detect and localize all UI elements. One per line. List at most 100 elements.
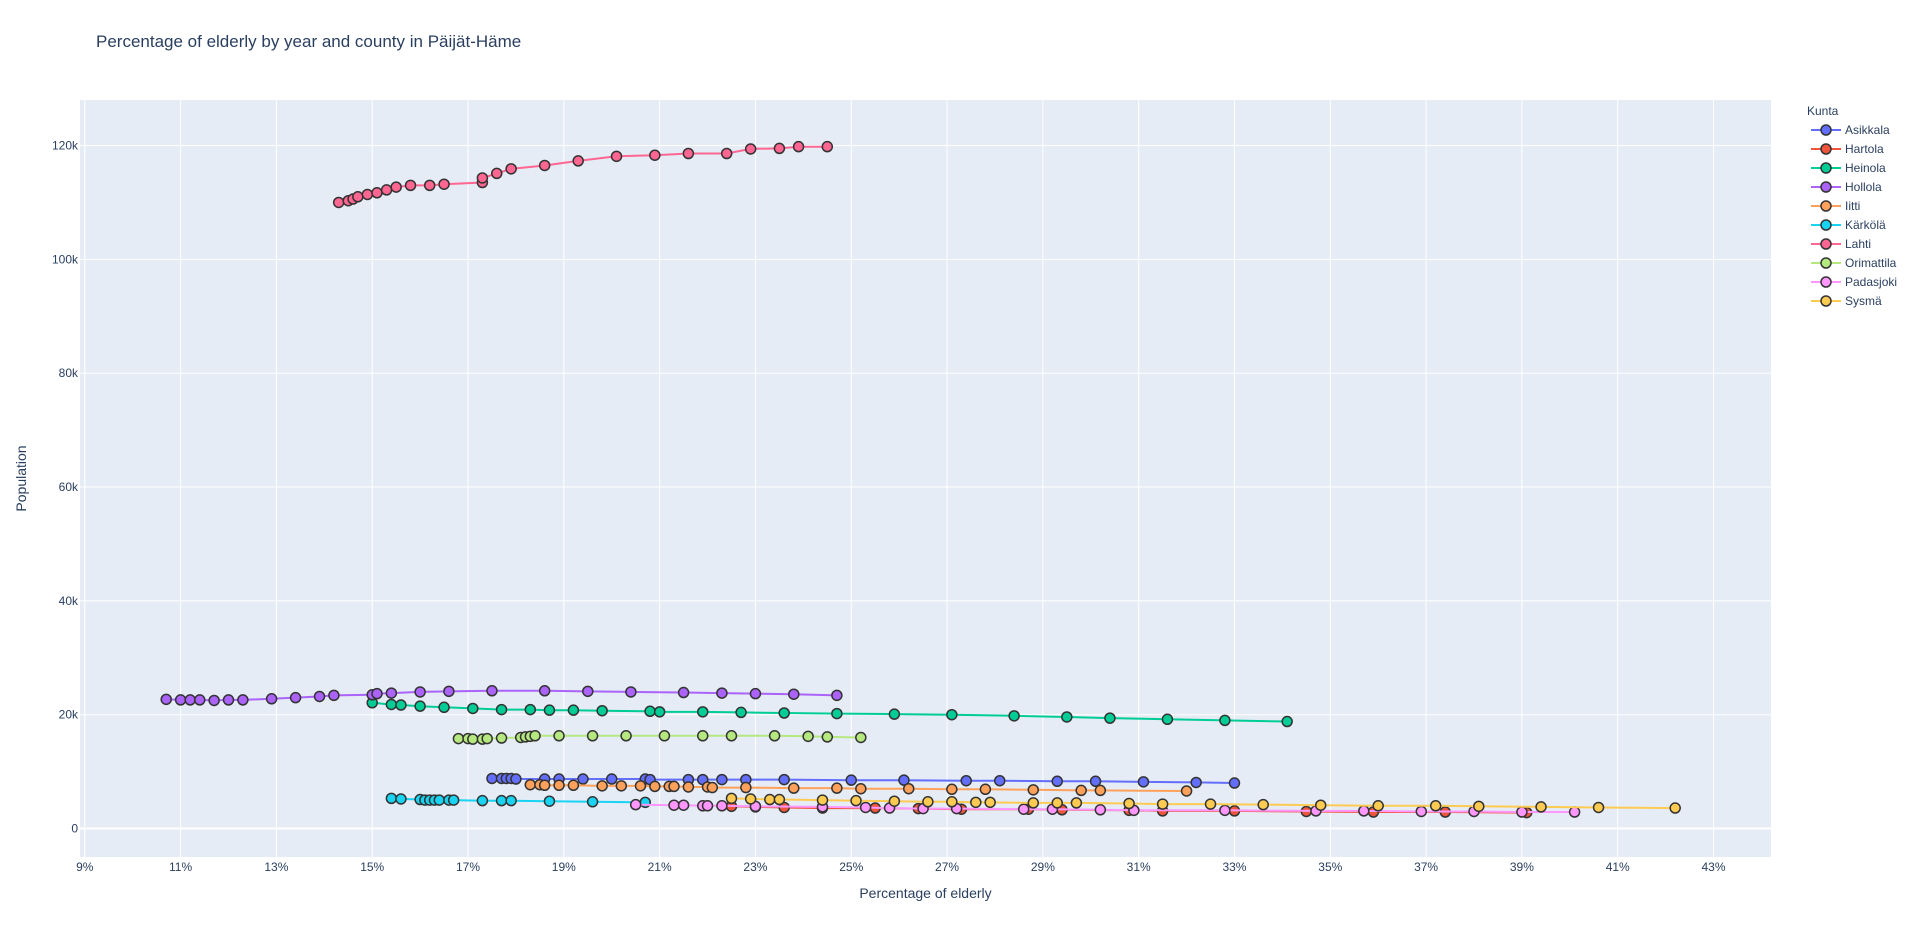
data-point[interactable] bbox=[764, 793, 776, 806]
data-point[interactable] bbox=[495, 703, 508, 716]
series-orimattila[interactable] bbox=[452, 730, 867, 745]
data-point[interactable] bbox=[481, 732, 493, 745]
data-point[interactable] bbox=[802, 730, 814, 743]
data-point[interactable] bbox=[505, 794, 517, 807]
legend-item-sysm-[interactable]: Sysmä bbox=[1811, 294, 1882, 308]
data-point[interactable] bbox=[582, 685, 594, 698]
data-point[interactable] bbox=[773, 142, 786, 155]
data-point[interactable] bbox=[788, 782, 800, 794]
data-point[interactable] bbox=[543, 704, 556, 716]
data-point[interactable] bbox=[677, 686, 690, 699]
series-layer[interactable] bbox=[160, 140, 1681, 819]
data-point[interactable] bbox=[720, 147, 733, 160]
data-point[interactable] bbox=[850, 794, 862, 807]
data-point[interactable] bbox=[831, 707, 843, 720]
data-point[interactable] bbox=[1137, 776, 1150, 788]
data-point[interactable] bbox=[1190, 776, 1202, 789]
data-point[interactable] bbox=[467, 733, 479, 745]
data-point[interactable] bbox=[510, 773, 522, 785]
series-hollola[interactable] bbox=[160, 685, 843, 707]
data-point[interactable] bbox=[160, 693, 172, 706]
data-point[interactable] bbox=[443, 685, 455, 698]
series-padasjoki[interactable] bbox=[629, 798, 1581, 818]
data-point[interactable] bbox=[385, 698, 398, 711]
data-point[interactable] bbox=[1008, 710, 1020, 722]
data-point[interactable] bbox=[1219, 804, 1231, 817]
legend-item-iitti[interactable]: Iitti bbox=[1811, 199, 1860, 213]
data-point[interactable] bbox=[596, 780, 608, 792]
data-point[interactable] bbox=[668, 799, 680, 811]
data-point[interactable] bbox=[538, 779, 551, 792]
data-point[interactable] bbox=[696, 706, 709, 718]
data-point[interactable] bbox=[960, 774, 972, 787]
data-point[interactable] bbox=[577, 773, 589, 785]
data-point[interactable] bbox=[821, 731, 834, 743]
data-point[interactable] bbox=[1516, 806, 1528, 818]
data-point[interactable] bbox=[553, 730, 565, 742]
data-point[interactable] bbox=[984, 796, 996, 809]
series-iitti[interactable] bbox=[524, 778, 1193, 797]
data-point[interactable] bbox=[1161, 713, 1174, 726]
data-point[interactable] bbox=[553, 779, 565, 792]
data-point[interactable] bbox=[1535, 801, 1547, 813]
data-point[interactable] bbox=[505, 163, 517, 175]
data-point[interactable] bbox=[476, 794, 489, 807]
data-point[interactable] bbox=[567, 704, 580, 716]
data-point[interactable] bbox=[1219, 714, 1231, 727]
data-point[interactable] bbox=[543, 795, 556, 807]
data-point[interactable] bbox=[682, 147, 695, 160]
data-point[interactable] bbox=[773, 793, 786, 806]
data-point[interactable] bbox=[735, 706, 747, 719]
legend-item-padasjoki[interactable]: Padasjoki bbox=[1811, 275, 1897, 289]
data-point[interactable] bbox=[639, 796, 652, 809]
data-point[interactable] bbox=[788, 688, 800, 700]
data-point[interactable] bbox=[677, 799, 690, 811]
data-point[interactable] bbox=[696, 730, 709, 742]
data-point[interactable] bbox=[740, 781, 752, 794]
data-point[interactable] bbox=[328, 689, 340, 702]
data-point[interactable] bbox=[855, 731, 867, 744]
data-point[interactable] bbox=[682, 781, 695, 793]
data-point[interactable] bbox=[1027, 797, 1040, 809]
data-point[interactable] bbox=[1094, 784, 1107, 797]
data-point[interactable] bbox=[452, 732, 465, 745]
legend-item-k-rk-l-[interactable]: Kärkölä bbox=[1811, 218, 1886, 232]
data-point[interactable] bbox=[1017, 803, 1030, 815]
data-point[interactable] bbox=[749, 687, 762, 700]
data-point[interactable] bbox=[1568, 806, 1581, 818]
data-point[interactable] bbox=[716, 687, 728, 699]
data-point[interactable] bbox=[792, 140, 805, 153]
data-point[interactable] bbox=[586, 796, 599, 808]
legend-item-heinola[interactable]: Heinola bbox=[1811, 161, 1886, 175]
data-point[interactable] bbox=[174, 694, 187, 706]
legend-item-hartola[interactable]: Hartola bbox=[1811, 142, 1884, 156]
data-point[interactable] bbox=[1104, 712, 1116, 724]
data-point[interactable] bbox=[625, 686, 637, 698]
data-point[interactable] bbox=[184, 694, 196, 706]
data-point[interactable] bbox=[352, 191, 364, 203]
data-point[interactable] bbox=[332, 196, 345, 209]
data-point[interactable] bbox=[265, 693, 278, 705]
data-point[interactable] bbox=[1473, 800, 1485, 813]
data-point[interactable] bbox=[1669, 802, 1681, 814]
data-point[interactable] bbox=[567, 779, 580, 792]
data-point[interactable] bbox=[414, 700, 426, 712]
data-point[interactable] bbox=[1075, 784, 1087, 797]
series-heinola[interactable] bbox=[366, 697, 1293, 728]
data-point[interactable] bbox=[529, 730, 541, 742]
data-point[interactable] bbox=[816, 794, 829, 806]
legend-item-lahti[interactable]: Lahti bbox=[1811, 237, 1871, 251]
data-point[interactable] bbox=[447, 794, 460, 806]
data-point[interactable] bbox=[1358, 805, 1370, 817]
data-point[interactable] bbox=[433, 794, 446, 806]
data-point[interactable] bbox=[946, 708, 958, 721]
data-point[interactable] bbox=[476, 172, 489, 184]
data-point[interactable] bbox=[902, 782, 915, 795]
data-point[interactable] bbox=[979, 783, 992, 796]
data-point[interactable] bbox=[821, 140, 834, 153]
data-point[interactable] bbox=[1228, 777, 1241, 789]
data-point[interactable] bbox=[605, 773, 618, 785]
data-point[interactable] bbox=[668, 780, 680, 793]
data-point[interactable] bbox=[644, 705, 656, 718]
data-point[interactable] bbox=[1094, 804, 1107, 816]
